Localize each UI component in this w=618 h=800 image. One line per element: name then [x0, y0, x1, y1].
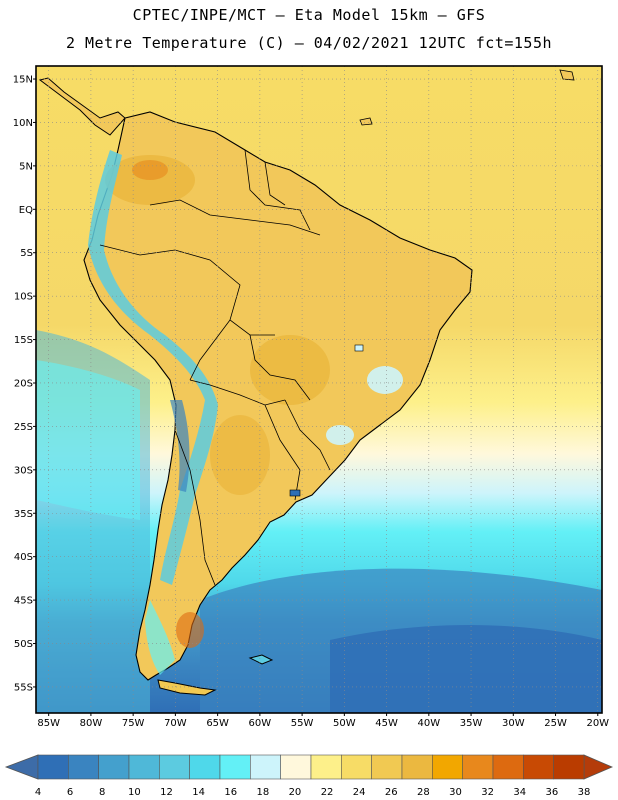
colorbar-swatch: [219, 754, 251, 780]
lat-label: 30S: [14, 465, 33, 476]
lat-label: 25S: [14, 422, 33, 433]
colorbar-label: 24: [353, 787, 366, 798]
map-frame: [35, 65, 603, 714]
colorbar-swatch: [310, 754, 342, 780]
colorbar-swatch: [280, 754, 312, 780]
colorbar-swatch: [68, 754, 99, 780]
lon-label: 70W: [164, 718, 187, 729]
colorbar-label: 20: [289, 787, 302, 798]
colorbar-label: 16: [224, 787, 237, 798]
map-subtitle: 2 Metre Temperature (C) – 04/02/2021 12U…: [65, 34, 553, 52]
colorbar-swatch: [432, 754, 463, 780]
colorbar: 4 6 8 10 12 14 16 18 20 22 24 26 28 30 32 34 36 38: [4, 754, 614, 798]
lon-label: 60W: [249, 718, 272, 729]
lat-label: 15N: [13, 75, 33, 86]
colorbar-label: 28: [417, 787, 430, 798]
lon-label: 45W: [375, 718, 398, 729]
lat-label: 55S: [14, 682, 33, 693]
colorbar-label: 18: [256, 787, 269, 798]
colorbar-swatch: [37, 754, 69, 780]
lat-label: 15S: [14, 335, 33, 346]
colorbar-label: 38: [578, 787, 591, 798]
lat-label: EQ: [19, 205, 33, 216]
colorbar-swatch: [492, 754, 524, 780]
colorbar-label: 6: [67, 787, 73, 798]
lon-label: 20W: [586, 718, 609, 729]
colorbar-swatch: [371, 754, 403, 780]
colorbar-swatch: [523, 754, 554, 780]
lat-label: 50S: [14, 639, 33, 650]
map-title: CPTEC/INPE/MCT – Eta Model 15km – GFS: [132, 6, 486, 24]
colorbar-swatch: [128, 754, 160, 780]
colorbar-label: 26: [385, 787, 398, 798]
colorbar-label: 34: [513, 787, 526, 798]
lon-label: 75W: [122, 718, 145, 729]
longitude-labels: 85W 80W 75W 70W 65W 60W 55W 50W 45W 40W 35W 30W 25W 2…: [37, 713, 609, 729]
lat-label: 20S: [14, 378, 33, 389]
colorbar-swatch: [250, 754, 281, 780]
lat-label: 35S: [14, 509, 33, 520]
colorbar-label: 14: [192, 787, 205, 798]
lon-label: 40W: [418, 718, 441, 729]
colorbar-label: 22: [321, 787, 334, 798]
lat-label: 40S: [14, 552, 33, 563]
colorbar-label: 10: [128, 787, 141, 798]
colorbar-swatch: [159, 754, 190, 780]
colorbar-label: 30: [449, 787, 462, 798]
lon-label: 25W: [544, 718, 567, 729]
colorbar-swatch: [553, 754, 585, 780]
colorbar-swatch: [462, 754, 494, 780]
colorbar-low-arrow: [4, 754, 39, 780]
latitude-labels: 15N 10N 5N EQ 5S 10S 15S 20S 25S 30S 35S 40S 45S 50S 5…: [13, 75, 36, 693]
lat-label: 10S: [14, 292, 33, 303]
lon-label: 50W: [333, 718, 356, 729]
colorbar-label: 36: [546, 787, 559, 798]
colorbar-swatch: [98, 754, 130, 780]
lon-label: 85W: [37, 718, 60, 729]
lat-label: 10N: [13, 118, 33, 129]
lon-label: 65W: [206, 718, 229, 729]
lat-label: 45S: [14, 596, 33, 607]
lat-label: 5N: [19, 161, 33, 172]
lon-label: 35W: [460, 718, 483, 729]
colorbar-label: 4: [35, 787, 41, 798]
colorbar-high-arrow: [583, 754, 614, 780]
colorbar-label: 8: [99, 787, 105, 798]
colorbar-swatch: [401, 754, 433, 780]
map-area: [36, 66, 602, 713]
country-borders: [99, 149, 331, 586]
colorbar-label: 32: [481, 787, 494, 798]
lon-label: 55W: [291, 718, 314, 729]
colorbar-label: 12: [160, 787, 173, 798]
lat-label: 5S: [20, 248, 33, 259]
colorbar-swatch: [189, 754, 221, 780]
lon-label: 80W: [80, 718, 103, 729]
colorbar-swatch: [341, 754, 372, 780]
lon-label: 30W: [502, 718, 525, 729]
